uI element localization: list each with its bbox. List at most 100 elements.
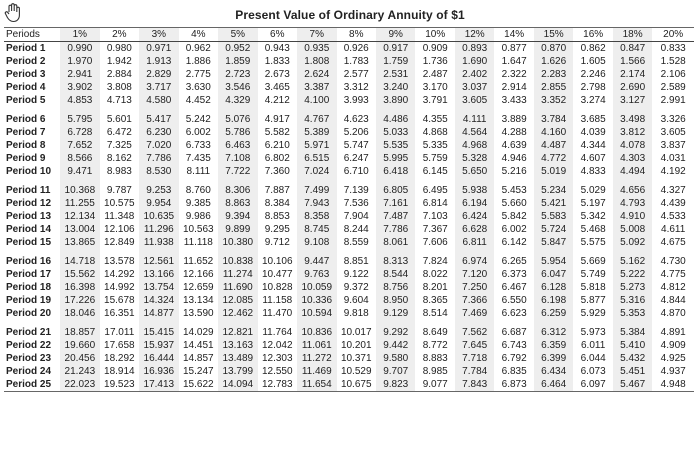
table-cell: 5.222: [612, 268, 653, 281]
table-cell: 8.544: [375, 268, 416, 281]
table-cell: 4.623: [343, 114, 369, 125]
table-cell: 11.061: [297, 339, 337, 352]
column-header-rate: 12%: [454, 27, 495, 42]
table-cell: 7.824: [422, 256, 448, 267]
table-cell: 5.384: [612, 326, 653, 339]
table-cell: 14.718: [60, 255, 100, 268]
period-label: Period 20: [6, 308, 52, 319]
table-cell: 1.690: [454, 55, 495, 68]
table-cell: 4.909: [660, 340, 686, 351]
table-cell: 10.106: [261, 256, 293, 267]
table-cell: 3.387: [297, 81, 337, 94]
table-cell: 4.639: [501, 140, 527, 151]
table-cell: 2.174: [612, 68, 653, 81]
table-cell: 4.452: [185, 95, 211, 106]
table-row: Period 10 9.471 8.983 8.530 8.111 7.722 7.360 7…: [4, 165, 694, 178]
period-label: Period 8: [6, 140, 46, 151]
table-cell: 9.763: [297, 268, 337, 281]
table-row: Period 23 20.456 18.292 16.444 14.857 13.489 1…: [4, 352, 694, 365]
table-cell: 6.312: [533, 326, 574, 339]
column-header-rate: 3%: [139, 27, 179, 42]
table-cell: 6.002: [501, 224, 527, 235]
table-cell: 7.562: [454, 326, 495, 339]
table-cell: 5.421: [533, 197, 574, 210]
table-cell: 10.336: [297, 294, 337, 307]
period-label: Period 7: [6, 127, 46, 138]
column-header-rate: 9%: [375, 27, 416, 42]
table-cell: 6.814: [422, 198, 448, 209]
table-cell: 7.161: [375, 197, 416, 210]
table-cell: 4.775: [660, 269, 686, 280]
table-cell: 1.859: [218, 55, 258, 68]
table-cell: 4.355: [422, 114, 448, 125]
period-label: Period 22: [6, 340, 52, 351]
period-label: Period 14: [6, 224, 52, 235]
table-cell: 4.844: [660, 295, 686, 306]
table-cell: 5.535: [375, 139, 416, 152]
table-cell: 8.985: [422, 366, 448, 377]
table-cell: 1.626: [533, 55, 574, 68]
table-cell: 6.073: [580, 366, 606, 377]
period-label: Period 4: [6, 82, 46, 93]
table-cell: 5.582: [264, 127, 290, 138]
table-cell: 4.946: [501, 153, 527, 164]
table-cell: 6.687: [501, 327, 527, 338]
table-cell: 7.325: [106, 140, 132, 151]
table-cell: 9.712: [264, 237, 290, 248]
table-cell: 3.127: [612, 94, 653, 107]
table-cell: 13.004: [60, 223, 100, 236]
table-cell: 9.253: [139, 184, 179, 197]
table-cell: 1.833: [264, 56, 290, 67]
column-header-rate: 18%: [612, 27, 653, 42]
table-cell: 5.973: [580, 327, 606, 338]
table-cell: 10.575: [104, 198, 135, 209]
table-cell: 6.792: [501, 353, 527, 364]
table-cell: 9.823: [375, 378, 416, 392]
table-cell: 6.515: [297, 152, 337, 165]
table-cell: 2.531: [375, 68, 416, 81]
table-cell: 9.707: [375, 365, 416, 378]
table-cell: 2.487: [422, 69, 448, 80]
table-cell: 21.243: [60, 365, 100, 378]
table-cell: 9.954: [139, 197, 179, 210]
table-cell: 4.494: [612, 165, 653, 178]
table-cell: 6.463: [218, 139, 258, 152]
table-cell: 12.821: [218, 326, 258, 339]
table-cell: 4.031: [660, 153, 686, 164]
table-cell: 5.029: [580, 185, 606, 196]
table-cell: 11.255: [60, 197, 100, 210]
table-cell: 3.784: [533, 113, 574, 126]
table-cell: 5.328: [454, 152, 495, 165]
table-cell: 4.730: [660, 256, 686, 267]
column-header-rate: 8%: [336, 27, 376, 42]
table-cell: 12.849: [104, 237, 135, 248]
column-header-rate: 7%: [297, 27, 337, 42]
table-cell: 5.468: [580, 224, 606, 235]
table-cell: 15.622: [178, 378, 219, 392]
table-cell: 5.033: [375, 126, 416, 139]
table-cell: 19.523: [99, 378, 140, 392]
table-cell: 0.980: [106, 43, 132, 54]
table-cell: 20.456: [60, 352, 100, 365]
table-cell: 7.784: [454, 365, 495, 378]
table-cell: 5.669: [580, 256, 606, 267]
group-spacer: [4, 249, 694, 255]
table-cell: 4.868: [422, 127, 448, 138]
table-cell: 7.652: [60, 139, 100, 152]
table-cell: 6.047: [533, 268, 574, 281]
period-label: Period 1: [6, 43, 46, 54]
table-cell: 1.528: [660, 56, 686, 67]
table-cell: 9.385: [185, 198, 211, 209]
table-cell: 2.690: [612, 81, 653, 94]
table-cell: 13.578: [104, 256, 135, 267]
table-cell: 5.273: [612, 281, 653, 294]
table-cell: 6.399: [533, 352, 574, 365]
table-cell: 13.163: [218, 339, 258, 352]
period-label: Period 16: [6, 256, 52, 267]
table-cell: 9.295: [264, 224, 290, 235]
table-cell: 3.605: [660, 127, 686, 138]
table-cell: 10.594: [297, 307, 337, 320]
table-cell: 8.559: [343, 237, 369, 248]
table-cell: 7.943: [297, 197, 337, 210]
table-cell: 7.786: [375, 223, 416, 236]
